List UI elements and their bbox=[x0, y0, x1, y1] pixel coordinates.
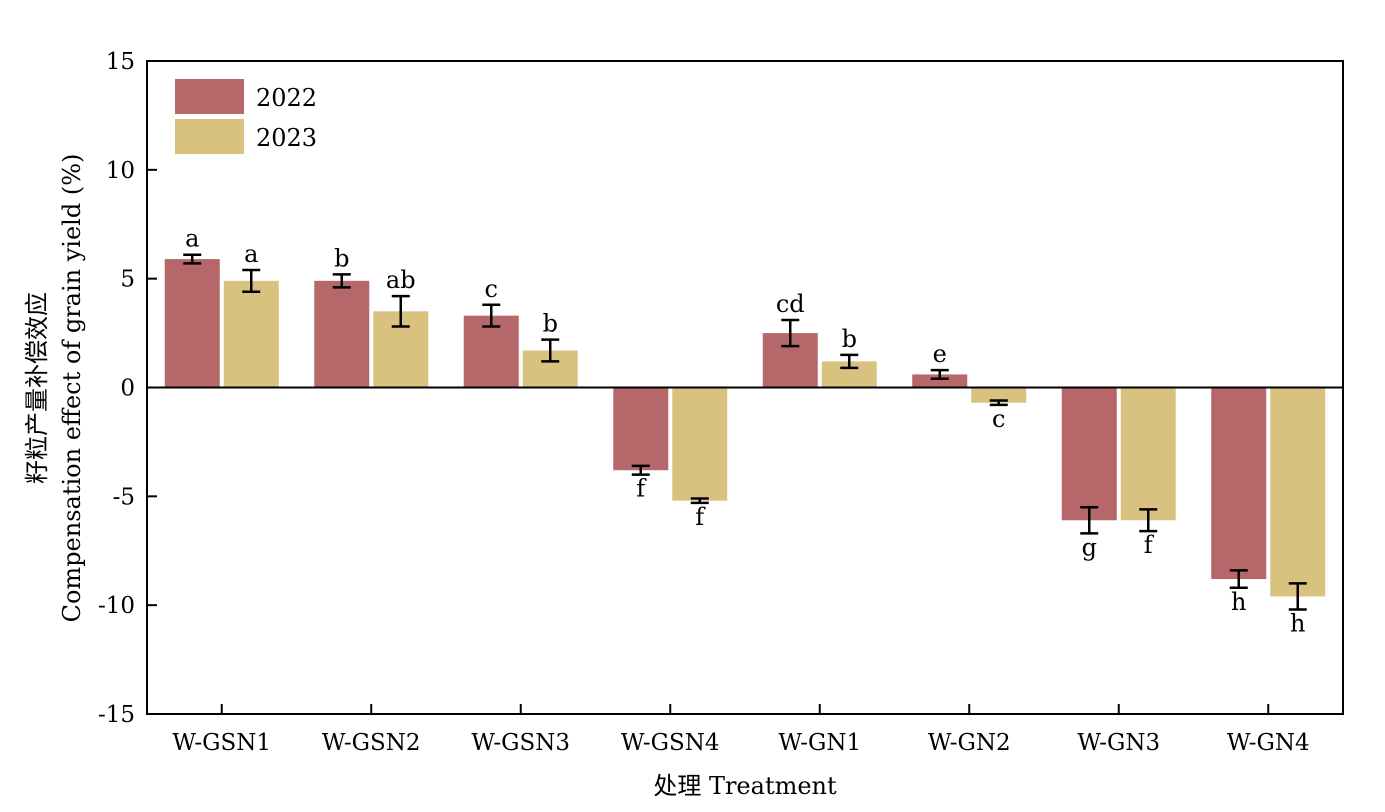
bar bbox=[912, 374, 968, 388]
legend: 2022 2023 bbox=[175, 79, 317, 154]
y-tick-label: -10 bbox=[98, 593, 135, 619]
significance-letter: c bbox=[992, 405, 1005, 433]
y-axis-title-zh: 籽粒产量补偿效应 bbox=[23, 292, 51, 484]
y-axis-title-en: Compensation effect of grain yield (%) bbox=[58, 154, 86, 623]
x-tick-label: W-GN3 bbox=[1077, 730, 1160, 756]
significance-letter: a bbox=[185, 225, 199, 253]
y-tick-label: -5 bbox=[113, 484, 135, 510]
bar bbox=[314, 280, 370, 388]
bar bbox=[1270, 387, 1326, 597]
y-tick-label: 10 bbox=[106, 158, 135, 184]
bar bbox=[1061, 387, 1117, 521]
y-tick-label: 5 bbox=[120, 267, 135, 293]
significance-letter: f bbox=[695, 503, 706, 531]
significance-letter: h bbox=[1290, 610, 1305, 638]
x-tick-label: W-GN4 bbox=[1227, 730, 1310, 756]
significance-letter: f bbox=[1144, 531, 1155, 559]
significance-letter: g bbox=[1082, 533, 1097, 561]
x-tick-label: W-GSN1 bbox=[172, 730, 271, 756]
significance-letter: b bbox=[543, 310, 558, 338]
bar bbox=[1211, 387, 1267, 580]
bar bbox=[672, 387, 728, 501]
y-tick-label: 0 bbox=[120, 376, 135, 402]
significance-letter: f bbox=[636, 475, 647, 503]
x-tick-label: W-GN2 bbox=[928, 730, 1011, 756]
bar bbox=[164, 259, 220, 388]
x-axis-title: 处理 Treatment bbox=[653, 772, 837, 800]
significance-letter: ab bbox=[386, 266, 416, 294]
y-tick-label: 15 bbox=[106, 49, 135, 75]
legend-label: 2023 bbox=[256, 124, 317, 152]
legend-label: 2022 bbox=[256, 84, 317, 112]
chart-axes: -15 -10 -5 0 5 10 15 W-GSN1 W-GSN2 W-GSN3 W-GSN4 W-… bbox=[98, 49, 1344, 756]
significance-letter: b bbox=[334, 244, 349, 272]
significance-letter: c bbox=[485, 275, 498, 303]
x-tick-label: W-GN1 bbox=[778, 730, 861, 756]
significance-letter: h bbox=[1231, 588, 1246, 616]
significance-letter: b bbox=[842, 325, 857, 353]
significance-letter: a bbox=[244, 240, 258, 268]
bar bbox=[613, 387, 669, 471]
x-tick-label: W-GSN3 bbox=[471, 730, 570, 756]
legend-swatch bbox=[175, 79, 244, 114]
x-tick-label: W-GSN4 bbox=[621, 730, 720, 756]
x-tick-label: W-GSN2 bbox=[322, 730, 421, 756]
bar bbox=[223, 280, 279, 388]
legend-swatch bbox=[175, 119, 244, 154]
bar bbox=[1120, 387, 1176, 521]
bar bbox=[971, 387, 1027, 403]
significance-letter: cd bbox=[776, 290, 805, 318]
y-tick-label: -15 bbox=[98, 702, 135, 728]
significance-letter: e bbox=[933, 340, 947, 368]
